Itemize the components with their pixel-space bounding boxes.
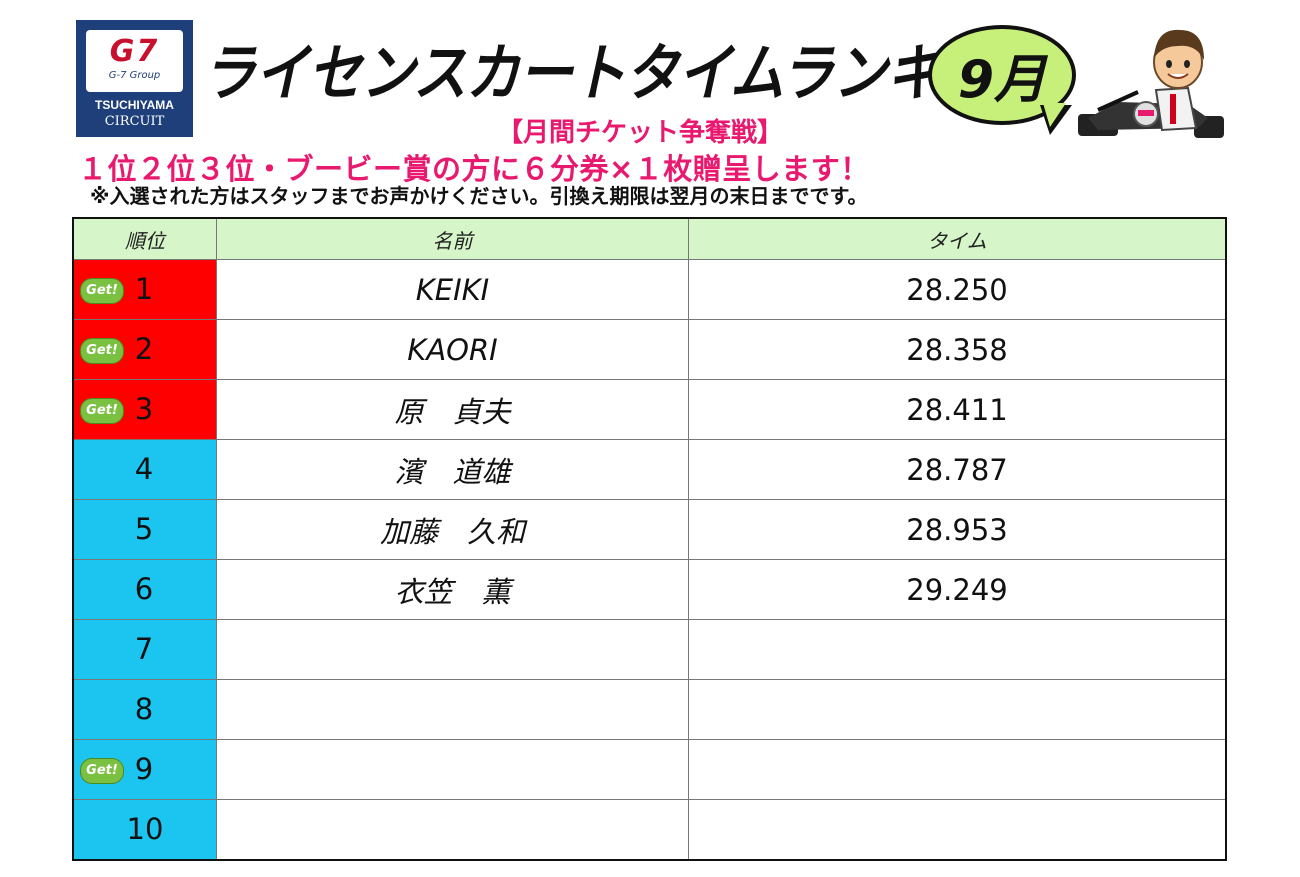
name-cell: KAORI <box>216 319 689 380</box>
driver-name: 加藤 久和 <box>379 514 525 549</box>
rank-cell: 4 <box>72 439 217 500</box>
name-cell <box>216 799 689 861</box>
rank-number: 10 <box>126 812 164 846</box>
campaign-subtitle: 【月間チケット争奪戦】 <box>496 118 783 148</box>
circuit-logo: G7 G-7 Group TSUCHIYAMA CIRCUIT <box>76 20 193 137</box>
table-row: Get! 2 KAORI 28.358 <box>72 319 1227 380</box>
lap-time: 28.411 <box>906 392 1008 427</box>
lap-time: 28.358 <box>906 332 1008 367</box>
table-row: 10 <box>72 799 1227 861</box>
table-header-row: 順位 名前 タイム <box>72 217 1227 260</box>
time-cell: 28.411 <box>688 379 1227 440</box>
time-cell: 29.249 <box>688 559 1227 620</box>
get-badge-icon: Get! <box>80 758 124 784</box>
kart-driver-mascot-icon <box>1078 29 1224 138</box>
driver-name: 濱 道雄 <box>394 454 511 489</box>
rank-number: 8 <box>134 692 154 726</box>
rank-number: 5 <box>134 512 154 546</box>
rank-number: 2 <box>134 332 154 366</box>
logo-mark: G7 G-7 Group <box>86 30 183 92</box>
name-cell: 衣笠 薫 <box>216 559 689 620</box>
rank-cell: 7 <box>72 619 217 680</box>
header-rank: 順位 <box>72 217 217 260</box>
rank-cell: Get! 2 <box>72 319 217 380</box>
logo-brand: G7 <box>109 34 160 69</box>
table-row: 7 <box>72 619 1227 680</box>
logo-name: TSUCHIYAMA <box>95 98 174 112</box>
time-cell <box>688 739 1227 800</box>
lap-time: 28.787 <box>906 452 1008 487</box>
rank-cell: 5 <box>72 499 217 560</box>
rank-number: 1 <box>134 272 154 306</box>
get-badge-icon: Get! <box>80 278 124 304</box>
time-cell <box>688 679 1227 740</box>
rank-number: 4 <box>134 452 154 486</box>
rank-number: 7 <box>134 632 154 666</box>
rank-number: 6 <box>134 572 154 606</box>
rank-number: 3 <box>134 392 154 426</box>
time-cell: 28.358 <box>688 319 1227 380</box>
header-name: 名前 <box>216 217 689 260</box>
name-cell <box>216 739 689 800</box>
table-row: 8 <box>72 679 1227 740</box>
name-cell <box>216 679 689 740</box>
name-cell: 原 貞夫 <box>216 379 689 440</box>
rank-cell: Get! 9 <box>72 739 217 800</box>
lap-time: 28.953 <box>906 512 1008 547</box>
name-cell <box>216 619 689 680</box>
rank-cell: Get! 3 <box>72 379 217 440</box>
table-row: 5 加藤 久和 28.953 <box>72 499 1227 560</box>
time-cell: 28.953 <box>688 499 1227 560</box>
driver-name: 衣笠 薫 <box>394 574 511 609</box>
table-row: Get! 3 原 貞夫 28.411 <box>72 379 1227 440</box>
rank-number: 9 <box>134 752 154 786</box>
table-row: 6 衣笠 薫 29.249 <box>72 559 1227 620</box>
logo-subname: CIRCUIT <box>104 114 165 129</box>
get-badge-icon: Get! <box>80 398 124 424</box>
table-row: 4 濱 道雄 28.787 <box>72 439 1227 500</box>
rank-cell: 8 <box>72 679 217 740</box>
time-cell: 28.787 <box>688 439 1227 500</box>
time-cell: 28.250 <box>688 259 1227 320</box>
name-cell: 加藤 久和 <box>216 499 689 560</box>
name-cell: 濱 道雄 <box>216 439 689 500</box>
note-text: ※入選された方はスタッフまでお声かけください。引換え期限は翌月の末日までです。 <box>90 184 868 208</box>
month-bubble <box>928 25 1076 125</box>
rank-cell: 6 <box>72 559 217 620</box>
table-row: Get! 9 <box>72 739 1227 800</box>
driver-name: KEIKI <box>415 272 490 307</box>
rank-cell: 10 <box>72 799 217 861</box>
lap-time: 28.250 <box>906 272 1008 307</box>
month-label: 9月 <box>957 50 1047 110</box>
time-cell <box>688 619 1227 680</box>
logo-group: G-7 Group <box>108 70 161 81</box>
prize-text: １位２位３位・ブービー賞の方に６分券×１枚贈呈します！ <box>78 152 870 186</box>
page-title: ライセンスカートタイムランキング <box>202 36 1045 110</box>
driver-name: 原 貞夫 <box>394 394 511 429</box>
name-cell: KEIKI <box>216 259 689 320</box>
time-cell <box>688 799 1227 861</box>
ranking-table: 順位 名前 タイム Get! 1 KEIKI 28.250 Get! 2 KAORI 28.3… <box>72 217 1227 861</box>
driver-name: KAORI <box>407 332 498 367</box>
rank-cell: Get! 1 <box>72 259 217 320</box>
month-bubble-tail-fill <box>1043 103 1066 127</box>
header-time: タイム <box>688 217 1227 260</box>
lap-time: 29.249 <box>906 572 1008 607</box>
table-row: Get! 1 KEIKI 28.250 <box>72 259 1227 320</box>
table-body: Get! 1 KEIKI 28.250 Get! 2 KAORI 28.358 Get! 3 原 貞… <box>72 259 1227 861</box>
get-badge-icon: Get! <box>80 338 124 364</box>
